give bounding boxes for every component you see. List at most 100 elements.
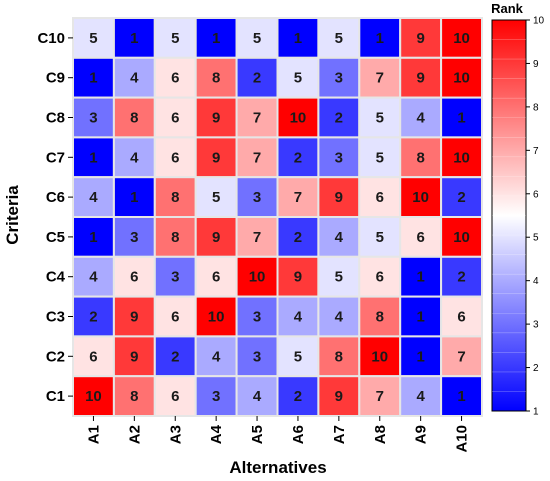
cell-value-label: 3	[253, 348, 261, 365]
cell-value-label: 5	[335, 269, 343, 286]
cell-value-label: 1	[212, 30, 220, 47]
cell-value-label: 5	[212, 189, 220, 206]
cell-value-label: 1	[89, 229, 97, 246]
cell-value-label: 5	[335, 30, 343, 47]
cell-value-label: 6	[457, 309, 465, 326]
cell-value-label: 2	[457, 269, 465, 286]
y-tick-label: C1	[46, 388, 65, 405]
cell-value-label: 9	[416, 70, 424, 87]
cell-value-label: 5	[171, 30, 179, 47]
cell-value-label: 7	[457, 348, 465, 365]
heatmap-cell	[399, 255, 443, 298]
heatmap-cell	[440, 17, 484, 59]
y-tick-label: C9	[46, 70, 65, 87]
heatmap-cell	[358, 17, 402, 59]
cell-value-label: 6	[376, 189, 384, 206]
cell-value-label: 4	[212, 348, 221, 365]
cell-value-label: 6	[212, 269, 220, 286]
cell-value-label: 9	[212, 149, 220, 166]
colorbar: 1 2 3 4 5 6 7 8 9 10	[491, 16, 545, 418]
colorbar-tick-label: 8	[533, 102, 539, 113]
cell-value-label: 6	[376, 269, 384, 286]
cell-value-label: 9	[335, 189, 343, 206]
heatmap-cell	[276, 176, 320, 218]
heatmap-cell	[276, 136, 320, 179]
y-tick-label: C3	[46, 309, 65, 326]
heatmap-cell	[317, 375, 361, 418]
cell-value-label: 1	[457, 110, 465, 127]
heatmap-cells	[72, 17, 484, 418]
heatmap-cell	[276, 375, 320, 418]
cell-value-label: 6	[171, 110, 179, 127]
cell-value-label: 6	[171, 70, 179, 87]
colorbar-tick-label: 1	[533, 407, 539, 418]
cell-value-label: 4	[416, 388, 425, 405]
heatmap-cell	[317, 56, 361, 99]
colorbar-tick-label: 6	[533, 189, 539, 200]
cell-value-label: 5	[376, 229, 384, 246]
y-tick-label: C2	[46, 348, 65, 365]
cell-value-label: 6	[89, 348, 97, 365]
cell-value-label: 5	[89, 30, 97, 47]
colorbar-tick-label: 3	[533, 320, 539, 331]
cell-value-label: 8	[130, 388, 138, 405]
cell-value-label: 6	[130, 269, 138, 286]
colorbar-title: Rank	[491, 1, 524, 16]
cell-value-label: 10	[371, 348, 388, 365]
colorbar-tick-label: 4	[533, 276, 539, 287]
x-tick-label: A10	[454, 425, 471, 453]
heatmap-cell	[72, 375, 115, 418]
cell-value-label: 6	[171, 388, 179, 405]
heatmap-cell	[276, 255, 320, 298]
y-tick-label: C7	[46, 149, 65, 166]
heatmap-cell	[153, 295, 197, 338]
cell-value-label: 9	[130, 348, 138, 365]
x-tick-label: A4	[208, 424, 225, 444]
heatmap-cell	[358, 375, 402, 418]
cell-value-label: 1	[89, 70, 97, 87]
cell-value-label: 5	[253, 30, 261, 47]
cell-value-label: 3	[171, 269, 179, 286]
heatmap-cell	[194, 216, 238, 258]
cell-value-label: 3	[335, 149, 343, 166]
cell-value-label: 10	[453, 149, 470, 166]
heatmap-cell	[399, 96, 443, 139]
heatmap-cell	[235, 216, 279, 258]
heatmap-cell	[440, 375, 484, 418]
heatmap-cell	[399, 375, 443, 418]
cell-value-label: 7	[253, 229, 261, 246]
cell-value-label: 7	[253, 110, 261, 127]
cell-value-label: 2	[294, 149, 302, 166]
heatmap-cell	[358, 176, 402, 218]
cell-value-label: 10	[453, 30, 470, 47]
y-tick-labels: C10 C9 C8 C7 C6 C5 C4 C3 C2 C1	[37, 30, 73, 405]
colorbar-tick-label: 7	[533, 146, 539, 157]
colorbar-tick-label: 2	[533, 363, 539, 374]
cell-value-label: 1	[416, 309, 424, 326]
cell-value-label: 3	[89, 110, 97, 127]
cell-value-label: 2	[457, 189, 465, 206]
cell-value-label: 7	[294, 189, 302, 206]
x-tick-label: A1	[85, 425, 102, 444]
heatmap-cell	[399, 56, 443, 99]
x-tick-label: A5	[249, 425, 266, 444]
cell-value-label: 1	[376, 30, 384, 47]
cell-value-label: 9	[130, 309, 138, 326]
heatmap-cell-labels: 5 1 5 1 5 1 5 1 9 101 4 6 8 2 5 3 7 9 103 8 6 9 7 10 2 5 4 11 4 6 9 7 2 3…	[85, 30, 470, 405]
y-tick-label: C10	[37, 30, 65, 47]
cell-value-label: 8	[335, 348, 343, 365]
x-tick-label: A8	[372, 425, 389, 444]
heatmap-cell	[399, 295, 443, 338]
x-tick-label: A6	[290, 425, 307, 444]
y-axis-title: Criteria	[3, 185, 22, 245]
cell-value-label: 9	[212, 229, 220, 246]
heatmap-cell	[358, 335, 402, 378]
cell-value-label: 4	[416, 110, 425, 127]
y-tick-label: C5	[46, 229, 65, 246]
cell-value-label: 2	[335, 110, 343, 127]
cell-value-label: 9	[294, 269, 302, 286]
y-tick-label: C8	[46, 110, 65, 127]
cell-value-label: 1	[457, 388, 465, 405]
cell-value-label: 10	[412, 189, 429, 206]
cell-value-label: 4	[294, 309, 303, 326]
